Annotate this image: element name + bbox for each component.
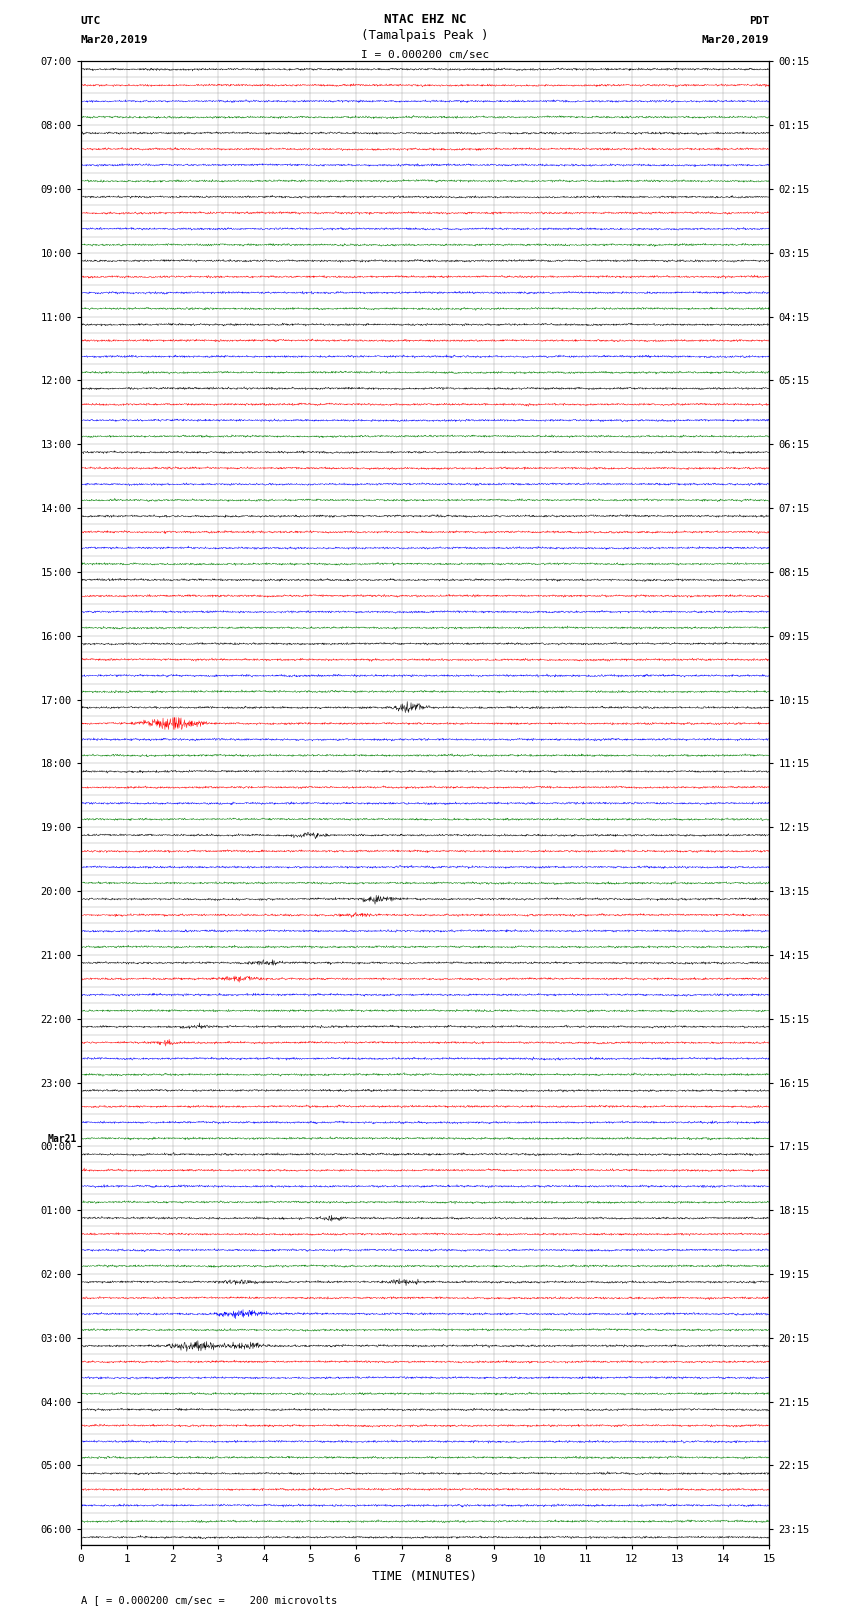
Text: A [ = 0.000200 cm/sec =    200 microvolts: A [ = 0.000200 cm/sec = 200 microvolts bbox=[81, 1595, 337, 1605]
Text: Mar21: Mar21 bbox=[48, 1134, 77, 1144]
Text: NTAC EHZ NC: NTAC EHZ NC bbox=[383, 13, 467, 26]
Text: (Tamalpais Peak ): (Tamalpais Peak ) bbox=[361, 29, 489, 42]
X-axis label: TIME (MINUTES): TIME (MINUTES) bbox=[372, 1569, 478, 1582]
Text: Mar20,2019: Mar20,2019 bbox=[702, 35, 769, 45]
Text: I = 0.000200 cm/sec: I = 0.000200 cm/sec bbox=[361, 50, 489, 60]
Text: UTC: UTC bbox=[81, 16, 101, 26]
Text: PDT: PDT bbox=[749, 16, 769, 26]
Text: Mar20,2019: Mar20,2019 bbox=[81, 35, 148, 45]
